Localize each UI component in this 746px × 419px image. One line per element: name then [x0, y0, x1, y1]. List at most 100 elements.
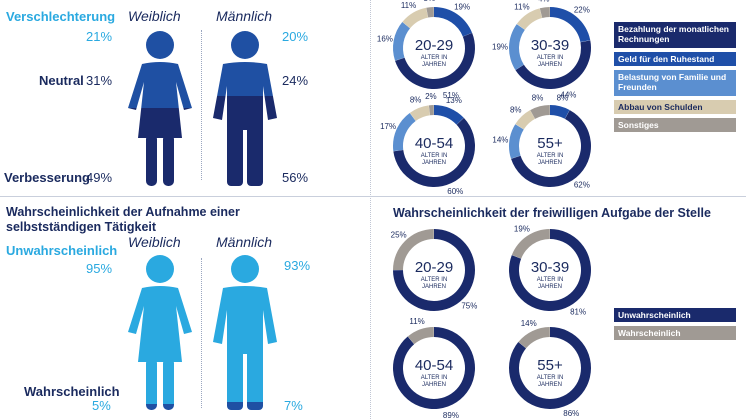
- donut-sub-label: JAHREN: [538, 382, 562, 388]
- male-pct-verschlechterung: 20%: [282, 29, 309, 44]
- header-maennlich: Männlich: [216, 8, 273, 24]
- legend-item-rechnungen: Bezahlung der monatlichen Rechnungen: [614, 22, 736, 48]
- donut-value-label: 60%: [447, 187, 463, 196]
- header-weiblich: Weiblich: [128, 8, 181, 24]
- section-title-selbststaendig: Wahrscheinlichkeit der Aufnahme einer se…: [6, 205, 240, 234]
- row-label-unwahrscheinlich: Unwahrscheinlich: [6, 243, 118, 258]
- donut-value-label: 62%: [574, 181, 590, 190]
- donut-value-label: 8%: [410, 96, 422, 105]
- donut-value-label: 86%: [563, 409, 579, 418]
- donut-value-label: 4%: [538, 0, 550, 3]
- donut-segment: [511, 229, 550, 259]
- donut-value-label: 16%: [377, 35, 393, 44]
- donut-segment: [550, 7, 591, 43]
- donut-segment: [509, 124, 524, 159]
- donut-value-label: 17%: [380, 122, 396, 131]
- donut-segment: [393, 112, 416, 152]
- donut-value-label: 51%: [443, 91, 459, 100]
- donut-segment: [393, 117, 475, 187]
- donut-segment: [402, 7, 429, 29]
- donut-center-label: 40-54: [415, 357, 453, 374]
- donut-center-label: 20-29: [415, 37, 453, 54]
- donut-sub-label: JAHREN: [538, 284, 562, 290]
- donut-sub-label: JAHREN: [538, 62, 562, 68]
- donut-sub-label: JAHREN: [422, 62, 446, 68]
- donut-sub-label: ALTER IN: [421, 55, 448, 61]
- section-divider-horizontal: [0, 196, 746, 197]
- donut-sub-label: ALTER IN: [421, 277, 448, 283]
- donut-value-label: 19%: [514, 225, 530, 234]
- donut-value-label: 44%: [560, 90, 576, 99]
- legend-item-schulden: Abbau von Schulden: [614, 100, 736, 114]
- donut-segment: [516, 8, 543, 30]
- donut-segment: [393, 22, 411, 61]
- donut-segment: [515, 110, 535, 130]
- male-pct-unwahrscheinlich: 93%: [284, 258, 311, 273]
- donut-sub-label: JAHREN: [422, 382, 446, 388]
- bottom-left-panel: Wahrscheinlichkeit der Aufnahme einer se…: [0, 198, 340, 419]
- donut-value-label: 11%: [409, 317, 424, 326]
- legend-item-sonstiges: Sonstiges: [614, 118, 736, 132]
- donut-segment: [426, 7, 434, 18]
- row-label-verbesserung: Verbesserung: [4, 170, 90, 185]
- donut-segment: [434, 105, 464, 125]
- donut-sub-label: ALTER IN: [537, 55, 564, 61]
- donut-sub-label: JAHREN: [538, 160, 562, 166]
- header-maennlich-2: Männlich: [216, 234, 273, 250]
- female-pct-verschlechterung: 21%: [86, 29, 113, 44]
- gender-divider: [201, 30, 202, 180]
- donut-value-label: 8%: [557, 94, 569, 103]
- donut-center-label: 40-54: [415, 135, 453, 152]
- female-figure-bottom: [128, 255, 192, 410]
- donut-sub-label: JAHREN: [422, 160, 446, 166]
- male-figure-top: [213, 31, 277, 186]
- donut-sub-label: ALTER IN: [537, 375, 564, 381]
- female-pct-unwahrscheinlich: 95%: [86, 261, 113, 276]
- section-divider-vertical: [370, 0, 371, 419]
- donut-center-label: 55+: [537, 135, 563, 152]
- donut-segment: [539, 7, 550, 18]
- male-pct-wahrscheinlich: 7%: [284, 398, 303, 413]
- donut-segment: [509, 24, 525, 70]
- legend-bottom: Unwahrscheinlich Wahrscheinlich: [614, 308, 738, 348]
- donut-sub-label: ALTER IN: [537, 153, 564, 159]
- donut-value-label: 8%: [532, 94, 544, 103]
- donut-segment: [409, 105, 430, 121]
- female-pct-verbesserung: 49%: [86, 170, 113, 185]
- donut-segment: [518, 327, 550, 349]
- donut-segment: [515, 40, 591, 89]
- row-label-verschlechterung: Verschlechterung: [6, 9, 116, 24]
- donut-segment: [407, 327, 434, 345]
- legend-item-wahrscheinlich: Wahrscheinlich: [614, 326, 736, 340]
- legend-top: Bezahlung der monatlichen Rechnungen Gel…: [614, 22, 738, 142]
- section-title-aufgabe: Wahrscheinlichkeit der freiwilligen Aufg…: [393, 206, 711, 220]
- donut-center-label: 20-29: [415, 259, 453, 276]
- donut-segment: [393, 229, 434, 270]
- donut-sub-label: ALTER IN: [537, 277, 564, 283]
- donut-value-label: 8%: [510, 106, 522, 115]
- header-weiblich-2: Weiblich: [128, 234, 181, 250]
- top-left-panel: Verschlechterung 21% Neutral 31% Verbess…: [0, 0, 340, 192]
- donut-value-label: 75%: [461, 301, 477, 310]
- donut-sub-label: ALTER IN: [421, 153, 448, 159]
- donut-value-label: 11%: [514, 3, 529, 12]
- donut-segment: [395, 32, 475, 89]
- legend-item-ruhestand: Geld für den Ruhestand: [614, 52, 736, 66]
- legend-item-unwahrscheinlich: Unwahrscheinlich: [614, 308, 736, 322]
- row-label-neutral: Neutral: [39, 73, 84, 88]
- male-pct-neutral: 24%: [282, 73, 309, 88]
- male-pct-verbesserung: 56%: [282, 170, 309, 185]
- donut-center-label: 30-39: [531, 259, 569, 276]
- donut-center-label: 55+: [537, 357, 563, 374]
- female-pct-wahrscheinlich: 5%: [92, 398, 111, 413]
- female-pct-neutral: 31%: [86, 73, 113, 88]
- donut-value-label: 22%: [574, 5, 590, 14]
